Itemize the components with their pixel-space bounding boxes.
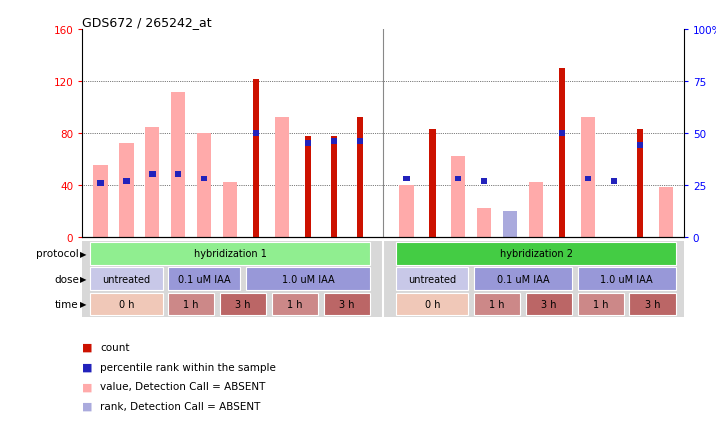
Bar — [578, 293, 624, 316]
Bar — [474, 293, 521, 316]
Text: GDS672 / 265242_at: GDS672 / 265242_at — [82, 16, 212, 29]
Bar — [451, 157, 465, 237]
Bar — [474, 268, 572, 290]
Bar — [201, 176, 208, 182]
Bar — [168, 268, 241, 290]
Bar — [659, 188, 673, 237]
Bar — [637, 143, 643, 149]
Text: untreated: untreated — [102, 274, 150, 284]
Text: protocol: protocol — [36, 249, 79, 259]
Text: 3 h: 3 h — [541, 299, 557, 309]
Text: 0 h: 0 h — [425, 299, 440, 309]
Bar — [220, 293, 266, 316]
Bar — [503, 211, 517, 237]
Bar — [357, 118, 363, 237]
Bar — [396, 243, 676, 265]
Text: 3 h: 3 h — [236, 299, 251, 309]
Bar — [90, 243, 370, 265]
Bar — [97, 181, 104, 186]
Bar — [305, 136, 311, 237]
Bar — [93, 166, 107, 237]
Text: 1.0 uM IAA: 1.0 uM IAA — [601, 274, 653, 284]
Bar — [581, 118, 595, 237]
Bar — [396, 293, 468, 316]
Bar — [396, 268, 468, 290]
Text: count: count — [100, 342, 130, 352]
Bar — [403, 176, 410, 182]
Text: percentile rank within the sample: percentile rank within the sample — [100, 362, 276, 372]
Bar — [611, 178, 617, 184]
Text: hybridization 1: hybridization 1 — [193, 249, 266, 259]
Bar — [529, 183, 543, 237]
Bar — [637, 130, 643, 237]
Bar — [175, 172, 181, 178]
Bar — [558, 69, 565, 237]
Bar — [223, 183, 237, 237]
Bar — [477, 209, 491, 237]
Bar — [90, 268, 163, 290]
Text: untreated: untreated — [408, 274, 456, 284]
Text: 0.1 uM IAA: 0.1 uM IAA — [497, 274, 549, 284]
Text: ■: ■ — [82, 401, 93, 411]
Bar — [145, 127, 160, 237]
Bar — [197, 134, 211, 237]
Bar — [305, 141, 311, 147]
Bar — [271, 293, 318, 316]
Text: ▶: ▶ — [80, 300, 87, 309]
Bar — [578, 268, 676, 290]
Bar — [123, 178, 130, 184]
Text: 1 h: 1 h — [593, 299, 609, 309]
Bar — [253, 79, 259, 237]
Text: 3 h: 3 h — [645, 299, 660, 309]
Bar — [331, 139, 337, 145]
Text: value, Detection Call = ABSENT: value, Detection Call = ABSENT — [100, 381, 266, 391]
Text: 1 h: 1 h — [183, 299, 199, 309]
Bar — [324, 293, 370, 316]
Bar — [275, 118, 289, 237]
Bar — [90, 293, 163, 316]
Text: 1 h: 1 h — [489, 299, 505, 309]
Bar — [585, 176, 591, 182]
Text: ■: ■ — [82, 362, 93, 372]
Bar — [400, 185, 414, 237]
Bar — [455, 176, 461, 182]
Bar — [429, 130, 435, 237]
Bar — [331, 136, 337, 237]
Bar — [168, 293, 214, 316]
Bar — [253, 131, 259, 137]
Bar — [246, 268, 370, 290]
Bar — [481, 178, 488, 184]
Bar — [120, 144, 134, 237]
Bar — [171, 92, 185, 237]
Text: ▶: ▶ — [80, 275, 87, 283]
Text: ▶: ▶ — [80, 250, 87, 258]
Text: ■: ■ — [82, 381, 93, 391]
Text: ■: ■ — [82, 342, 93, 352]
Bar — [526, 293, 572, 316]
Bar — [629, 293, 676, 316]
Text: hybridization 2: hybridization 2 — [500, 249, 573, 259]
Bar — [149, 172, 155, 178]
Text: rank, Detection Call = ABSENT: rank, Detection Call = ABSENT — [100, 401, 261, 411]
Text: time: time — [55, 299, 79, 309]
Bar — [503, 211, 517, 237]
Text: 1 h: 1 h — [287, 299, 303, 309]
Bar — [558, 131, 565, 137]
Text: 0.1 uM IAA: 0.1 uM IAA — [178, 274, 231, 284]
Text: dose: dose — [54, 274, 79, 284]
Text: 3 h: 3 h — [339, 299, 354, 309]
Text: 1.0 uM IAA: 1.0 uM IAA — [281, 274, 334, 284]
Bar — [357, 139, 363, 145]
Text: 0 h: 0 h — [119, 299, 134, 309]
